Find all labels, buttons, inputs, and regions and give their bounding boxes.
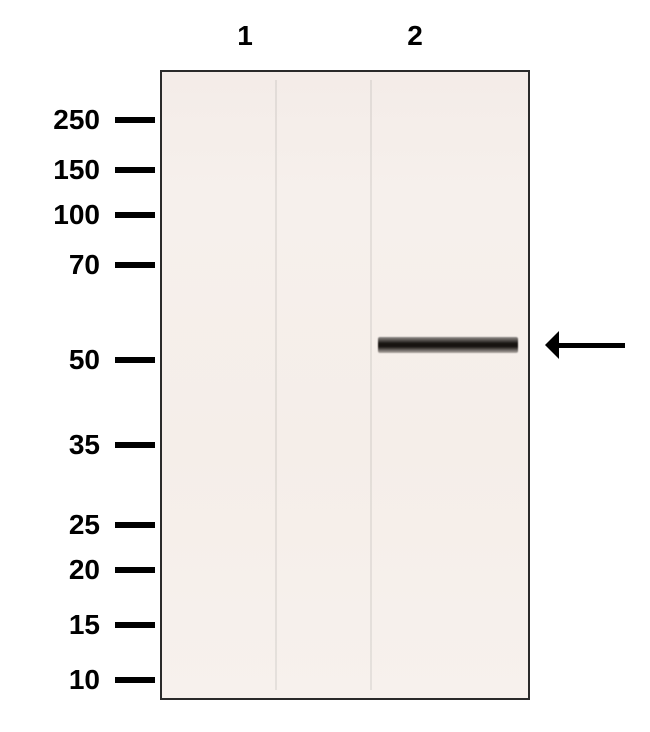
- mw-tick-25: [115, 522, 155, 528]
- mw-label-50: 50: [0, 344, 100, 376]
- lane-label-1: 1: [225, 20, 265, 52]
- mw-tick-250: [115, 117, 155, 123]
- mw-tick-50: [115, 357, 155, 363]
- band-arrow-shaft: [559, 343, 625, 348]
- band-arrow-head-icon: [545, 331, 559, 359]
- mw-label-35: 35: [0, 429, 100, 461]
- mw-label-25: 25: [0, 509, 100, 541]
- mw-tick-15: [115, 622, 155, 628]
- mw-label-10: 10: [0, 664, 100, 696]
- lane-streak: [370, 80, 372, 690]
- mw-tick-100: [115, 212, 155, 218]
- band-lane2: [378, 337, 518, 353]
- lane-streak: [275, 80, 277, 690]
- mw-tick-70: [115, 262, 155, 268]
- mw-label-70: 70: [0, 249, 100, 281]
- mw-label-250: 250: [0, 104, 100, 136]
- lane-label-2: 2: [395, 20, 435, 52]
- mw-tick-150: [115, 167, 155, 173]
- blot-figure-canvas: 1 2 250 150 100 70 50 35 25 20 15 10: [0, 0, 650, 732]
- mw-tick-35: [115, 442, 155, 448]
- mw-label-15: 15: [0, 609, 100, 641]
- mw-label-20: 20: [0, 554, 100, 586]
- mw-label-100: 100: [0, 199, 100, 231]
- blot-membrane: [160, 70, 530, 700]
- mw-tick-10: [115, 677, 155, 683]
- mw-tick-20: [115, 567, 155, 573]
- mw-label-150: 150: [0, 154, 100, 186]
